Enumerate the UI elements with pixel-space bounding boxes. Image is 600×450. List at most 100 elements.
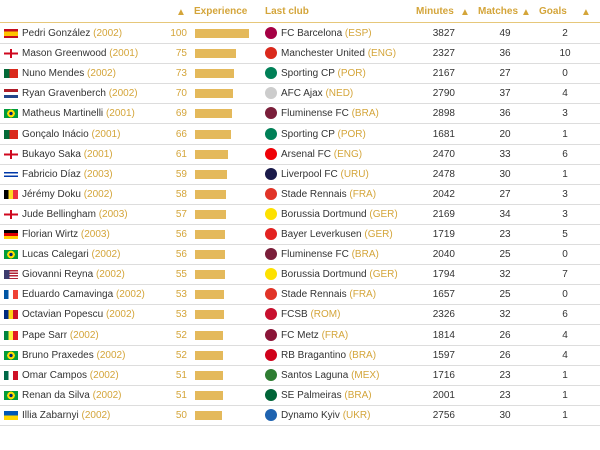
- club-cell: Fluminense FC (BRA): [281, 108, 379, 119]
- table-row[interactable]: Renan da Silva (2002) 51 SE Palmeiras (B…: [0, 385, 600, 406]
- table-row[interactable]: Bukayo Saka (2001) 61 Arsenal FC (ENG) 2…: [0, 144, 600, 165]
- club-name[interactable]: Santos Laguna: [281, 369, 349, 381]
- table-row[interactable]: Matheus Martinelli (2001) 69 Fluminense …: [0, 103, 600, 125]
- club-name[interactable]: FC Metz: [281, 329, 319, 341]
- club-country: (BRA): [348, 349, 377, 361]
- table-row[interactable]: Fabricio Díaz (2003) 59 Liverpool FC (UR…: [0, 164, 600, 185]
- club-crest-icon: [265, 187, 277, 200]
- player-name[interactable]: Florian Wirtz: [22, 229, 79, 240]
- sort-icon[interactable]: ▲: [521, 7, 531, 18]
- col-minutes[interactable]: Minutes: [416, 6, 454, 17]
- club-cell: Fluminense FC (BRA): [281, 249, 379, 260]
- player-name[interactable]: Ryan Gravenberch: [22, 88, 106, 100]
- player-name[interactable]: Jérémy Doku: [22, 188, 81, 200]
- club-name[interactable]: FCSB: [281, 309, 308, 321]
- club-name[interactable]: Manchester United: [281, 48, 365, 60]
- player-name[interactable]: Renan da Silva: [22, 389, 90, 401]
- table-row[interactable]: Giovanni Reyna (2002) 55 Borussia Dortmu…: [0, 264, 600, 286]
- player-name[interactable]: Jude Bellingham: [22, 208, 96, 220]
- club-name[interactable]: Bayer Leverkusen: [281, 229, 362, 240]
- experience-value: 53: [175, 309, 187, 321]
- player-name[interactable]: Mason Greenwood: [22, 48, 107, 60]
- goals-value: 10: [559, 48, 571, 60]
- club-cell: Santos Laguna (MEX): [281, 370, 379, 381]
- club-name[interactable]: Sporting CP: [281, 128, 335, 140]
- matches-value: 32: [499, 269, 511, 281]
- player-name[interactable]: Octavian Popescu: [22, 309, 104, 321]
- club-crest-icon: [265, 308, 277, 321]
- col-last-club[interactable]: Last club: [265, 6, 309, 17]
- club-crest-icon: [265, 228, 277, 240]
- experience-bar: [195, 310, 224, 320]
- club-name[interactable]: SE Palmeiras: [281, 389, 342, 401]
- club-name[interactable]: Borussia Dortmund: [281, 269, 367, 281]
- table-row[interactable]: Omar Campos (2002) 51 Santos Laguna (MEX…: [0, 365, 600, 386]
- club-name[interactable]: Fluminense FC: [281, 249, 349, 261]
- table-row[interactable]: Illia Zabarnyi (2002) 50 Dynamo Kyiv (UK…: [0, 405, 600, 426]
- club-name[interactable]: Sporting CP: [281, 68, 335, 80]
- player-name[interactable]: Pape Sarr: [22, 329, 68, 341]
- player-name[interactable]: Nuno Mendes: [22, 68, 85, 80]
- table-row[interactable]: Mason Greenwood (2001) 75 Manchester Uni…: [0, 43, 600, 65]
- player-name[interactable]: Bukayo Saka: [22, 148, 81, 160]
- player-name[interactable]: Lucas Calegari: [22, 249, 89, 261]
- club-country: (FRA): [349, 188, 377, 200]
- club-name[interactable]: AFC Ajax: [281, 88, 323, 100]
- club-name[interactable]: RB Bragantino: [281, 349, 347, 361]
- player-name[interactable]: Giovanni Reyna: [22, 269, 94, 281]
- club-country: (POR): [337, 68, 366, 80]
- club-country: (MEX): [351, 369, 380, 381]
- matches-value: 33: [499, 148, 511, 160]
- table-row[interactable]: Eduardo Camavinga (2002) 53 Stade Rennai…: [0, 284, 600, 306]
- col-goals[interactable]: Goals: [539, 6, 567, 17]
- player-name[interactable]: Eduardo Camavinga: [22, 289, 114, 301]
- matches-value: 23: [499, 389, 511, 401]
- club-name[interactable]: Fluminense FC: [281, 108, 349, 120]
- table-row[interactable]: Pape Sarr (2002) 52 FC Metz (FRA) 1814 2…: [0, 325, 600, 346]
- player-name[interactable]: Gonçalo Inácio: [22, 128, 89, 140]
- player-name[interactable]: Omar Campos: [22, 369, 88, 381]
- player-name[interactable]: Illia Zabarnyi: [22, 409, 79, 421]
- club-country: (BRA): [351, 108, 379, 120]
- col-experience[interactable]: Experience: [194, 6, 248, 17]
- club-cell: FCSB (ROM): [281, 309, 340, 320]
- club-name[interactable]: Arsenal FC: [281, 148, 332, 160]
- table-row[interactable]: Jude Bellingham (2003) 57 Borussia Dortm…: [0, 204, 600, 225]
- table-row[interactable]: Nuno Mendes (2002) 73 Sporting CP (POR) …: [0, 63, 600, 85]
- club-name[interactable]: Stade Rennais: [281, 188, 347, 200]
- player-name[interactable]: Pedri González: [22, 28, 91, 39]
- table-row[interactable]: Gonçalo Inácio (2001) 66 Sporting CP (PO…: [0, 124, 600, 145]
- sort-asc-icon[interactable]: ▲: [176, 7, 186, 18]
- sort-icon[interactable]: ▲: [460, 7, 470, 18]
- table-row[interactable]: Lucas Calegari (2002) 56 Fluminense FC (…: [0, 244, 600, 266]
- table-row[interactable]: Bruno Praxedes (2002) 52 RB Bragantino (…: [0, 345, 600, 366]
- sort-icon[interactable]: ▲: [581, 7, 591, 18]
- player-name-cell: Pape Sarr (2002): [22, 330, 99, 341]
- goals-value: 3: [562, 208, 568, 220]
- experience-bar: [195, 109, 233, 119]
- birth-year: (2002): [69, 329, 99, 341]
- experience-value: 57: [175, 208, 187, 220]
- goals-value: 1: [562, 128, 568, 140]
- player-name-cell: Eduardo Camavinga (2002): [22, 289, 145, 300]
- club-name[interactable]: Stade Rennais: [281, 289, 347, 301]
- table-row[interactable]: Florian Wirtz (2003) 56 Bayer Leverkusen…: [0, 224, 600, 245]
- minutes-value: 2790: [432, 88, 455, 100]
- col-matches[interactable]: Matches: [478, 6, 519, 17]
- flag-icon: [4, 209, 18, 219]
- table-row[interactable]: Pedri González (2002) 100 FC Barcelona (…: [0, 23, 600, 44]
- club-name[interactable]: Dynamo Kyiv: [281, 409, 340, 421]
- birth-year: (2002): [91, 249, 121, 261]
- player-name[interactable]: Bruno Praxedes: [22, 349, 94, 361]
- club-name[interactable]: Liverpool FC: [281, 168, 338, 180]
- table-row[interactable]: Jérémy Doku (2002) 58 Stade Rennais (FRA…: [0, 184, 600, 205]
- table-row[interactable]: Octavian Popescu (2002) 53 FCSB (ROM) 23…: [0, 304, 600, 326]
- club-name[interactable]: FC Barcelona: [281, 28, 343, 39]
- minutes-value: 2326: [432, 309, 455, 321]
- player-name[interactable]: Fabricio Díaz: [22, 168, 81, 180]
- player-name[interactable]: Matheus Martinelli: [22, 108, 104, 120]
- goals-value: 1: [562, 409, 568, 421]
- table-row[interactable]: Ryan Gravenberch (2002) 70 AFC Ajax (NED…: [0, 83, 600, 105]
- experience-bar: [195, 129, 231, 139]
- club-name[interactable]: Borussia Dortmund: [281, 208, 367, 220]
